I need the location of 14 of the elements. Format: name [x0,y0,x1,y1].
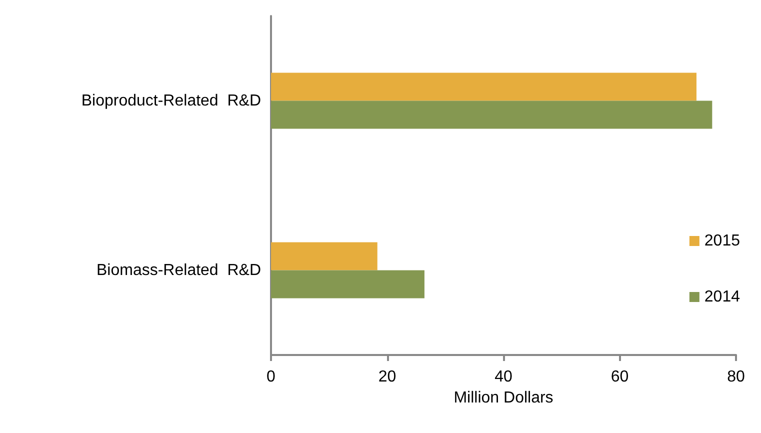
x-tick-label: 60 [610,368,629,386]
legend-label: 2015 [704,232,740,250]
x-axis-title: Million Dollars [454,389,554,406]
bar [271,270,424,298]
x-tick-label: 40 [494,368,512,386]
y-tick-label: Bioproduct-Related R&D [81,92,261,110]
bar [271,72,696,101]
bar [271,242,378,270]
bar [271,100,712,129]
x-tick-label: 80 [727,368,745,386]
y-tick-label: Biomass-Related R&D [96,262,261,279]
x-tick-label: 20 [378,368,396,386]
legend-label: 2014 [704,288,740,306]
x-tick-label: 0 [266,368,276,386]
